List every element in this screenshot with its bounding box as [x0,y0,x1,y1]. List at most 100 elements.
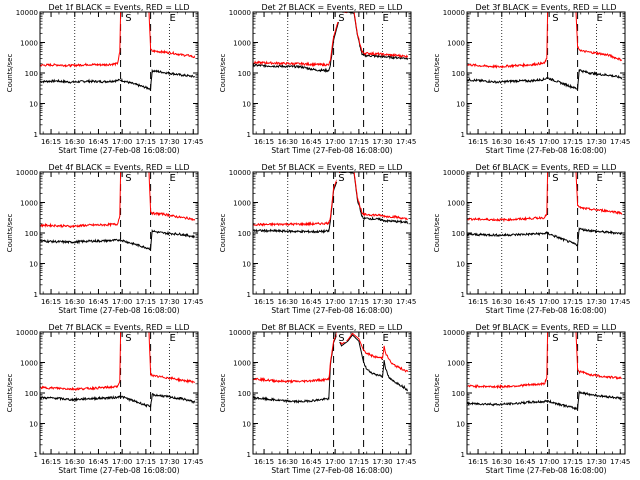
chart-title: Det 1f BLACK = Events, RED = LLD [48,3,189,12]
series-line-lld [40,332,196,392]
plot-frame [252,11,412,135]
y-tick-label: 10000 [229,329,251,337]
y-tick-label: 1 [247,131,251,139]
marker-s: S [338,173,344,184]
x-tick-label: 16:30 [278,298,298,306]
x-tick-label: 17:15 [563,138,583,146]
y-tick-label: 10000 [443,329,465,337]
y-axis-label: Counts/sec [433,374,441,413]
x-tick-label: 17:15 [349,298,369,306]
x-tick-label: 17:45 [396,458,416,466]
x-tick-label: 16:15 [468,458,488,466]
y-tick-label: 10 [29,261,38,269]
y-axis-label: Counts/sec [219,374,227,413]
x-tick-label: 17:45 [610,458,630,466]
marker-backdrop [550,13,561,22]
series-line-events [467,226,623,247]
marker-e: E [383,333,389,344]
chart-title: Det 5f BLACK = Events, RED = LLD [261,163,402,172]
x-tick-label: 16:45 [301,138,321,146]
x-tick-label: 17:45 [183,458,203,466]
chart-title: Det 8f BLACK = Events, RED = LLD [261,323,402,332]
y-tick-label: 10000 [443,169,465,177]
chart-panel-9f: Det 9f BLACK = Events, RED = LLD 1 10 100 10… [433,323,630,475]
y-tick-label: 1000 [447,200,465,208]
y-tick-label: 1000 [233,200,251,208]
x-tick-label: 16:15 [254,138,274,146]
x-tick-label: 16:45 [301,458,321,466]
series-line-lld [467,172,623,223]
y-tick-label: 1000 [447,40,465,48]
x-tick-label: 16:45 [301,298,321,306]
x-tick-label: 16:15 [254,298,274,306]
x-tick-label: 17:30 [372,298,392,306]
chart-panel-5f: Det 5f BLACK = Events, RED = LLD 1 10 100 10… [219,163,416,315]
marker-backdrop [550,173,561,182]
x-tick-label: 17:15 [136,458,156,466]
marker-backdrop [336,173,347,182]
y-axis-label: Counts/sec [6,374,14,413]
x-tick-label: 17:45 [396,298,416,306]
chart-panel-3f: Det 3f BLACK = Events, RED = LLD 1 10 100 10… [433,3,630,155]
y-tick-label: 100 [238,70,251,78]
x-axis-label: Start Time (27-Feb-08 16:08:00) [271,146,392,155]
marker-s: S [125,173,131,184]
x-tick-label: 17:30 [586,458,606,466]
marker-e: E [383,13,389,24]
chart-panel-8f: Det 8f BLACK = Events, RED = LLD 1 10 100 10… [219,323,416,475]
marker-s: S [125,333,131,344]
x-tick-label: 17:30 [159,138,179,146]
x-tick-label: 17:00 [325,138,345,146]
x-tick-label: 17:30 [372,138,392,146]
marker-backdrop [380,173,391,182]
y-tick-label: 1000 [233,360,251,368]
x-tick-label: 16:45 [515,458,535,466]
x-axis-label: Start Time (27-Feb-08 16:08:00) [485,146,606,155]
x-axis-label: Start Time (27-Feb-08 16:08:00) [485,466,606,475]
x-tick-label: 16:30 [65,138,85,146]
x-tick-label: 17:30 [586,138,606,146]
y-tick-label: 10 [29,101,38,109]
marker-backdrop [594,13,605,22]
y-axis-label: Counts/sec [219,54,227,93]
x-tick-label: 16:45 [515,138,535,146]
x-tick-label: 17:45 [396,138,416,146]
x-tick-label: 17:00 [112,458,132,466]
y-tick-label: 1 [247,451,251,459]
chart-title: Det 3f BLACK = Events, RED = LLD [475,3,616,12]
marker-e: E [383,173,389,184]
marker-backdrop [123,13,134,22]
y-tick-label: 100 [452,230,465,238]
plot-frame [39,171,199,295]
marker-backdrop [336,333,347,342]
x-tick-label: 16:30 [492,298,512,306]
y-tick-label: 1 [34,451,38,459]
plot-frame [252,171,412,295]
marker-e: E [597,173,603,184]
series-line-events [40,228,195,251]
series-line-events [467,69,623,90]
x-tick-label: 16:15 [254,458,274,466]
y-tick-label: 10 [242,261,251,269]
y-tick-label: 10 [29,421,38,429]
chart-panel-1f: Det 1f BLACK = Events, RED = LLD 1 10 100 10… [6,3,203,155]
y-tick-label: 100 [25,390,38,398]
y-tick-label: 100 [238,230,251,238]
marker-backdrop [167,333,178,342]
x-tick-label: 17:15 [136,138,156,146]
y-tick-label: 10000 [229,169,251,177]
x-tick-label: 17:00 [325,298,345,306]
x-tick-label: 17:15 [563,458,583,466]
chart-panel-7f: Det 7f BLACK = Events, RED = LLD 1 10 100 10… [6,323,203,475]
x-tick-label: 17:00 [539,298,559,306]
chart-title: Det 7f BLACK = Events, RED = LLD [48,323,189,332]
y-axis-label: Counts/sec [219,214,227,253]
marker-backdrop [336,13,347,22]
y-tick-label: 100 [452,390,465,398]
marker-e: E [170,173,176,184]
plot-frame [466,331,626,455]
x-tick-label: 16:15 [468,298,488,306]
y-tick-label: 10000 [16,329,38,337]
series-line-events [40,68,195,91]
